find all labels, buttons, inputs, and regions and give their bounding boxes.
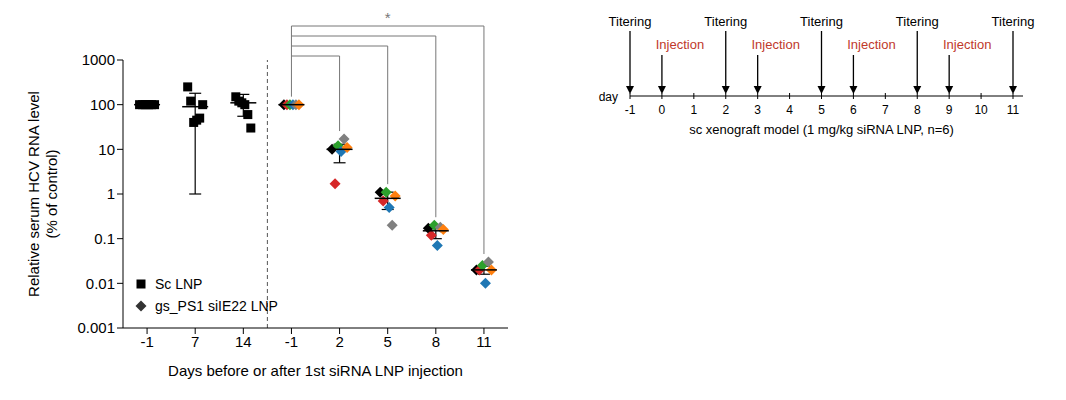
svg-text:8: 8 [432, 333, 440, 350]
svg-text:-1: -1 [625, 103, 636, 117]
svg-text:Injection: Injection [847, 37, 895, 52]
svg-text:Injection: Injection [751, 37, 799, 52]
svg-text:1: 1 [107, 185, 115, 202]
svg-text:8: 8 [914, 103, 921, 117]
svg-text:Titering: Titering [992, 14, 1035, 29]
svg-text:0.01: 0.01 [86, 275, 115, 292]
svg-text:11: 11 [476, 333, 492, 350]
svg-text:1: 1 [690, 103, 697, 117]
svg-text:0: 0 [659, 103, 666, 117]
svg-text:9: 9 [946, 103, 953, 117]
svg-text:Titering: Titering [609, 14, 652, 29]
svg-text:7: 7 [191, 333, 199, 350]
svg-text:*: * [385, 9, 391, 26]
svg-text:sc xenograft model (1 mg/kg si: sc xenograft model (1 mg/kg siRNA LNP, n… [689, 122, 954, 137]
svg-text:11: 11 [1007, 103, 1020, 117]
svg-text:-1: -1 [140, 333, 153, 350]
svg-text:10: 10 [98, 141, 115, 158]
svg-text:3: 3 [754, 103, 761, 117]
svg-text:-1: -1 [285, 333, 298, 350]
svg-text:5: 5 [818, 103, 825, 117]
svg-text:2: 2 [335, 333, 343, 350]
svg-text:Titering: Titering [704, 14, 747, 29]
svg-text:Titering: Titering [800, 14, 843, 29]
svg-text:Titering: Titering [896, 14, 939, 29]
svg-text:day: day [599, 90, 618, 104]
svg-text:14: 14 [235, 333, 252, 350]
svg-text:0.1: 0.1 [94, 230, 115, 247]
svg-text:7: 7 [882, 103, 889, 117]
svg-text:2: 2 [722, 103, 729, 117]
svg-text:10: 10 [974, 103, 988, 117]
svg-text:Sc LNP: Sc LNP [155, 276, 202, 292]
svg-text:1000: 1000 [82, 51, 115, 68]
svg-text:Relative serum HCV RNA level(%: Relative serum HCV RNA level(% of contro… [25, 91, 60, 297]
svg-text:0.001: 0.001 [77, 319, 115, 336]
svg-text:100: 100 [90, 96, 115, 113]
svg-text:6: 6 [850, 103, 857, 117]
svg-text:4: 4 [786, 103, 793, 117]
svg-text:Injection: Injection [656, 37, 704, 52]
svg-text:gs_PS1 siIE22 LNP: gs_PS1 siIE22 LNP [155, 298, 278, 314]
svg-text:5: 5 [384, 333, 392, 350]
svg-text:Injection: Injection [943, 37, 991, 52]
svg-text:Days before or after 1st siRNA: Days before or after 1st siRNA LNP injec… [168, 362, 463, 379]
